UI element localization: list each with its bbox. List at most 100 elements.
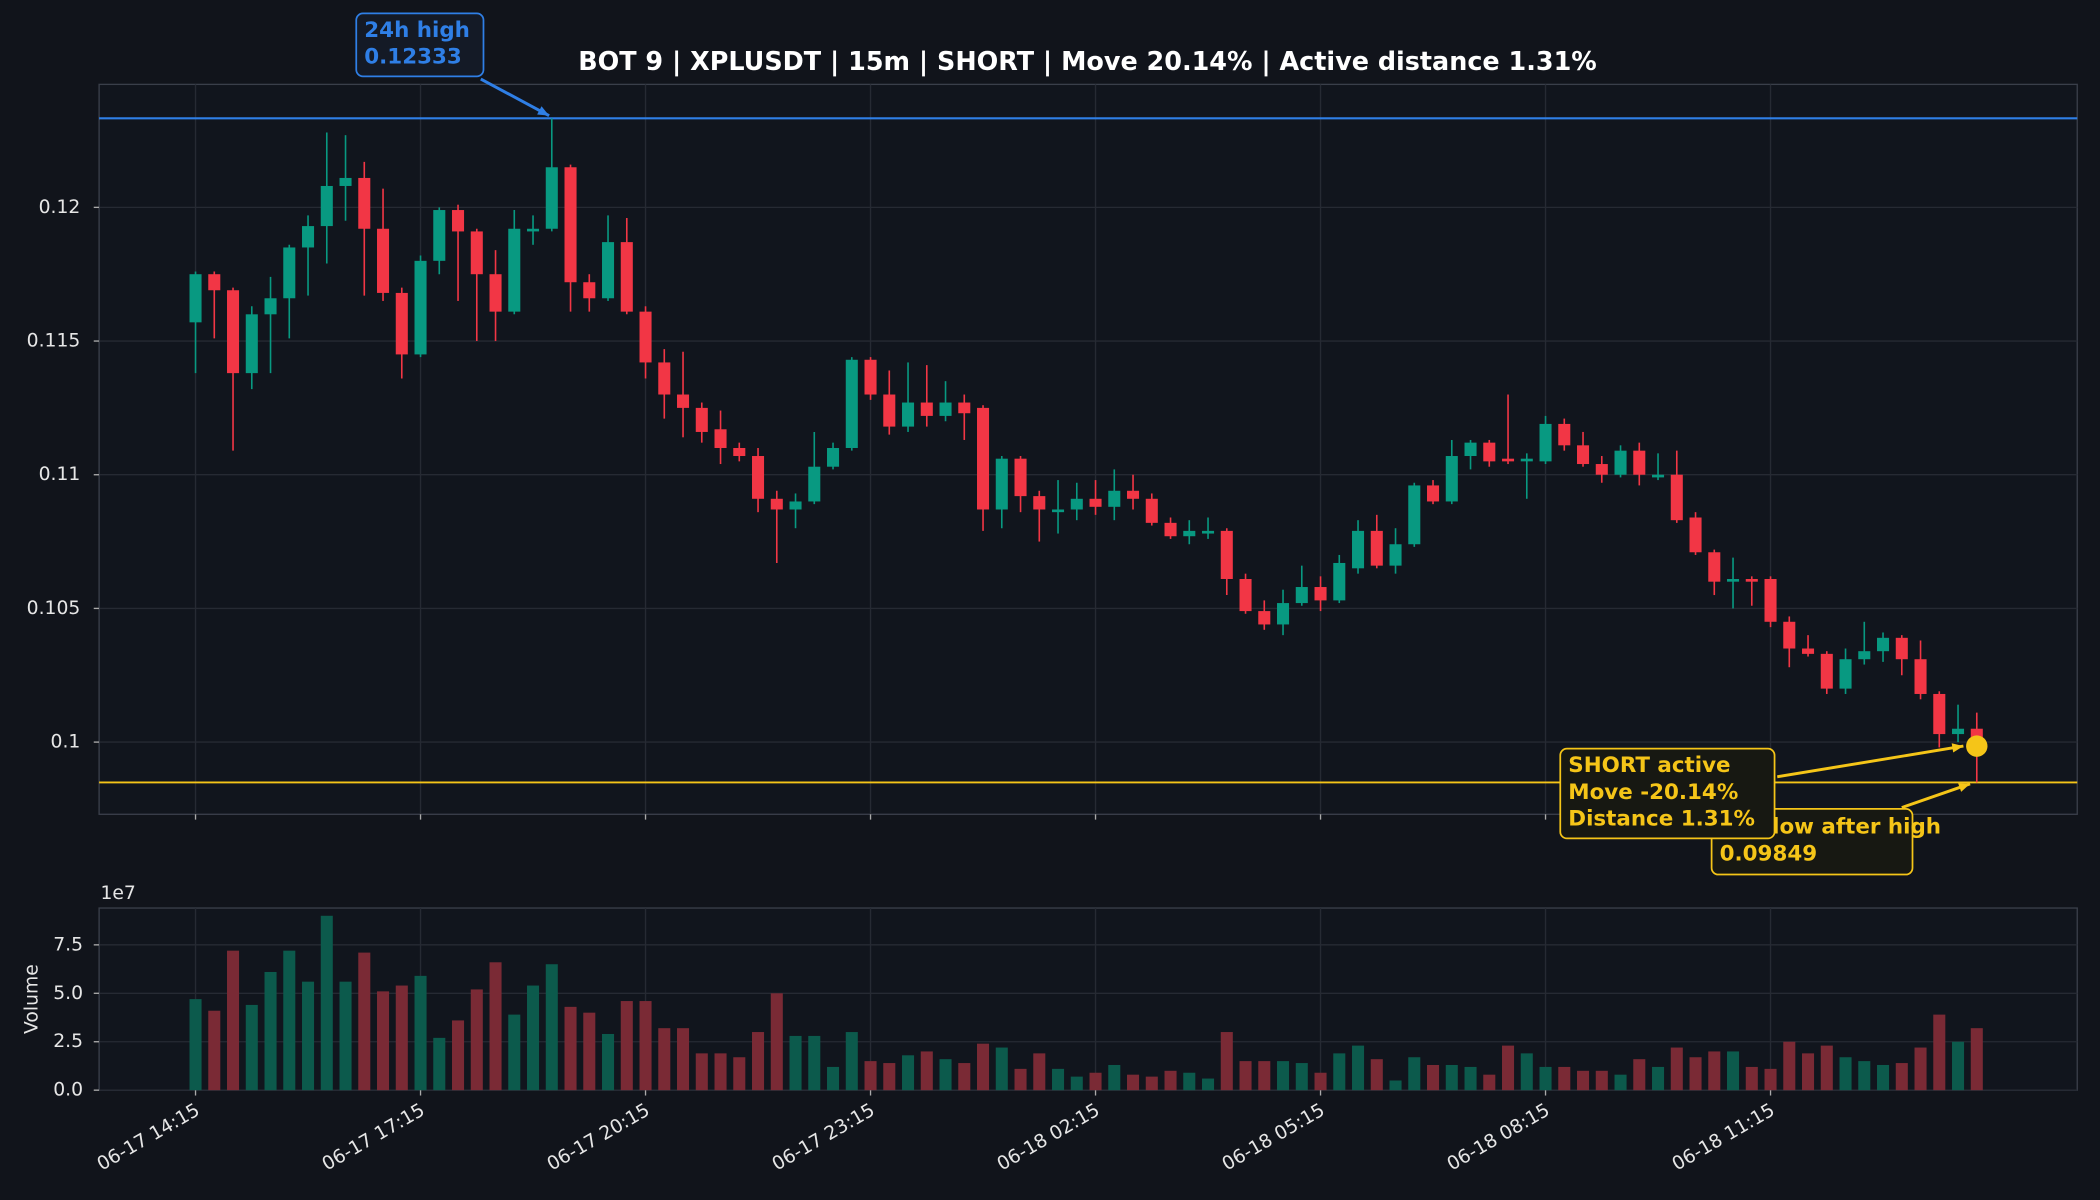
volume-bar bbox=[302, 981, 315, 1091]
volume-bar bbox=[1202, 1078, 1215, 1091]
volume-bar bbox=[677, 1028, 690, 1091]
volume-bar bbox=[1877, 1064, 1890, 1091]
volume-bar bbox=[845, 1032, 858, 1091]
volume-bar bbox=[1783, 1041, 1796, 1091]
candle-body bbox=[1427, 485, 1440, 502]
position-annotation-line: Move -20.14% bbox=[1568, 780, 1738, 805]
volume-bar bbox=[1952, 1041, 1965, 1091]
volume-bar bbox=[1577, 1070, 1590, 1091]
candle-body bbox=[414, 260, 427, 355]
volume-bar bbox=[1633, 1059, 1646, 1091]
volume-bar bbox=[1258, 1061, 1271, 1091]
y-tick-label: 0.12 bbox=[39, 197, 81, 218]
volume-bar bbox=[1820, 1045, 1833, 1091]
candle-body bbox=[1483, 442, 1496, 462]
position-annotation-box bbox=[1559, 747, 1776, 840]
volume-bar bbox=[1445, 1064, 1458, 1091]
candle-body bbox=[1858, 651, 1871, 660]
candle-body bbox=[320, 185, 333, 227]
volume-offset: 1e7 bbox=[100, 883, 135, 904]
volume-bar bbox=[658, 1028, 671, 1091]
candle-body bbox=[433, 210, 446, 261]
candle-body bbox=[527, 228, 540, 232]
volume-bar bbox=[545, 964, 558, 1091]
candle-body bbox=[920, 402, 933, 416]
candle-body bbox=[1670, 474, 1683, 521]
volume-bar bbox=[995, 1047, 1008, 1091]
candle-body bbox=[1333, 562, 1346, 601]
volume-bar bbox=[827, 1066, 840, 1091]
volume-panel bbox=[98, 907, 2078, 1091]
volume-bar bbox=[602, 1033, 615, 1091]
candle-body bbox=[1652, 474, 1665, 478]
candle-body bbox=[1802, 648, 1815, 654]
volume-bar bbox=[1708, 1051, 1721, 1091]
volume-bar bbox=[1127, 1074, 1140, 1091]
volume-bar bbox=[414, 975, 427, 1091]
candle-body bbox=[1502, 458, 1515, 462]
volume-bar bbox=[1070, 1076, 1083, 1091]
volume-bar bbox=[1895, 1063, 1908, 1091]
candle-body bbox=[1633, 450, 1646, 475]
position-arrow bbox=[1776, 744, 1964, 779]
volume-bar bbox=[808, 1035, 821, 1091]
high-annotation-value: 0.12333 bbox=[364, 45, 462, 70]
volume-bar bbox=[1520, 1053, 1533, 1091]
y-tick-label: 0.1 bbox=[51, 732, 81, 753]
candle-body bbox=[489, 274, 502, 312]
candle-body bbox=[1839, 659, 1852, 689]
volume-bar bbox=[583, 1012, 596, 1091]
high-arrow bbox=[480, 77, 550, 117]
candle-body bbox=[639, 311, 652, 363]
candle-body bbox=[1277, 603, 1290, 625]
candle-body bbox=[1352, 530, 1365, 569]
candle-body bbox=[452, 210, 465, 232]
volume-bar bbox=[1539, 1066, 1552, 1091]
candle-body bbox=[1108, 490, 1121, 507]
y-tick-label: 0.105 bbox=[27, 598, 81, 619]
volume-bar bbox=[433, 1037, 446, 1091]
volume-bar bbox=[245, 1004, 258, 1091]
candle-body bbox=[339, 177, 352, 186]
candle-body bbox=[808, 466, 821, 502]
volume-bar bbox=[1689, 1057, 1702, 1091]
volume-bar bbox=[695, 1053, 708, 1091]
volume-bar bbox=[1970, 1028, 1983, 1091]
high-annotation-box bbox=[355, 12, 485, 78]
candle-body bbox=[1464, 442, 1477, 457]
candle-body bbox=[208, 274, 221, 291]
volume-bar bbox=[283, 950, 296, 1091]
candle-body bbox=[958, 402, 971, 414]
volume-bar bbox=[977, 1043, 990, 1091]
volume-bar bbox=[339, 981, 352, 1091]
volume-bar bbox=[1183, 1072, 1196, 1091]
volume-bar bbox=[958, 1063, 971, 1091]
candle-body bbox=[189, 274, 202, 323]
candle-body bbox=[770, 498, 783, 510]
candle-body bbox=[358, 177, 371, 229]
candle-body bbox=[1314, 587, 1327, 601]
candle-body bbox=[245, 314, 258, 374]
volume-bar bbox=[620, 1001, 633, 1091]
candle-body bbox=[789, 501, 802, 510]
candle-body bbox=[995, 458, 1008, 510]
volume-bar bbox=[264, 971, 277, 1091]
volume-bar bbox=[1802, 1053, 1815, 1091]
volume-bar bbox=[1370, 1059, 1383, 1091]
volume-bar bbox=[1352, 1045, 1365, 1091]
candle-body bbox=[1595, 464, 1608, 475]
volume-bar bbox=[1314, 1072, 1327, 1091]
volume-bar bbox=[189, 999, 202, 1091]
candle-body bbox=[1708, 552, 1721, 582]
candle-body bbox=[283, 247, 296, 299]
candle-body bbox=[977, 407, 990, 510]
y-tick-label: 0.0 bbox=[53, 1080, 83, 1101]
volume-bar bbox=[1652, 1066, 1665, 1091]
candle-body bbox=[545, 167, 558, 229]
candle-body bbox=[1370, 530, 1383, 566]
volume-bar bbox=[1745, 1066, 1758, 1091]
volume-bar bbox=[527, 985, 540, 1091]
volume-bar bbox=[1614, 1074, 1627, 1091]
chart-title: BOT 9 | XPLUSDT | 15m | SHORT | Move 20.… bbox=[578, 46, 1597, 76]
